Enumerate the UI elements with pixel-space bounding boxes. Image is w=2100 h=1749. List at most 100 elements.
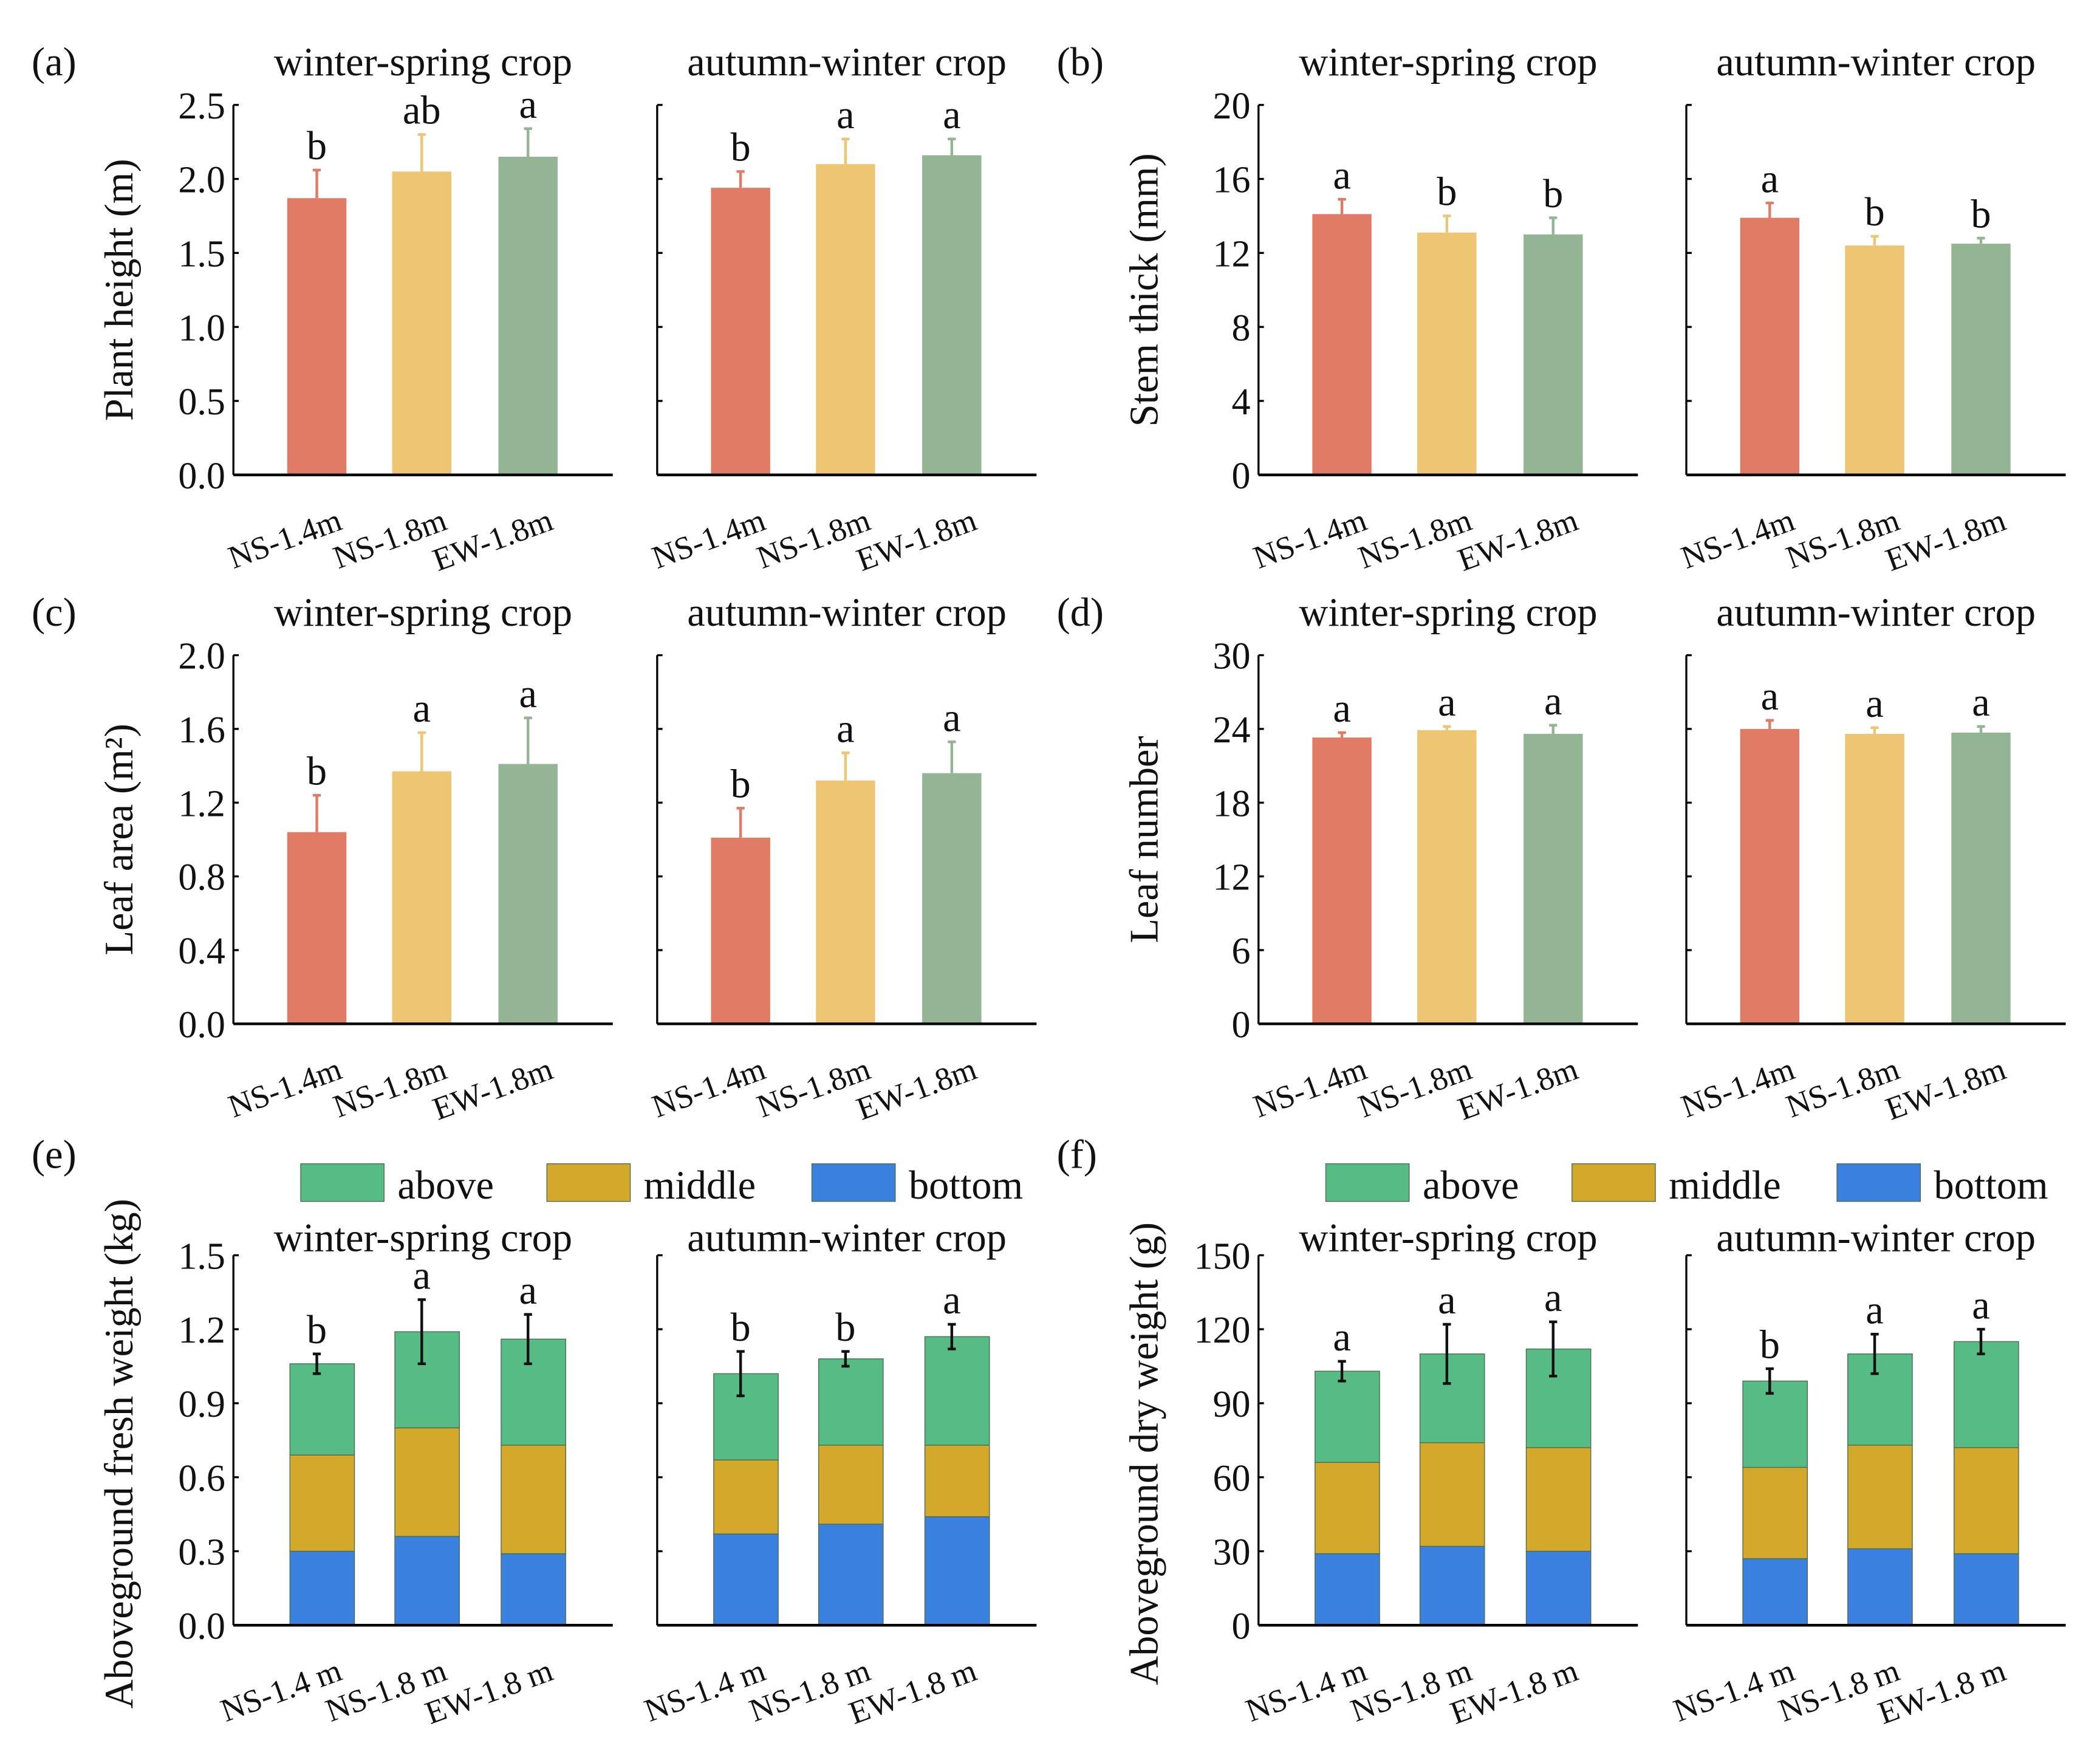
subplot-title: winter-spring crop xyxy=(1299,1216,1597,1261)
legend-label-bottom: bottom xyxy=(1934,1163,2048,1208)
legend-swatch-above xyxy=(1325,1163,1410,1202)
x-tick-label: NS-1.8m xyxy=(1782,1052,1904,1125)
y-tick-label: 0 xyxy=(1231,456,1250,497)
x-tick-label: NS-1.4m xyxy=(1677,1052,1799,1125)
significance-letter: ab xyxy=(403,89,441,133)
significance-letter: a xyxy=(1333,1315,1350,1360)
legend-swatch-bottom xyxy=(811,1163,896,1202)
significance-letter: a xyxy=(519,672,536,716)
significance-letter: a xyxy=(943,696,960,740)
bar xyxy=(287,198,347,475)
bar xyxy=(392,171,451,475)
significance-letter: b xyxy=(731,126,751,170)
y-tick-label: 2.5 xyxy=(178,86,225,127)
significance-letter: b xyxy=(1864,190,1884,234)
x-tick-label: NS-1.4m xyxy=(1249,1052,1372,1125)
significance-letter: a xyxy=(1972,1283,1989,1327)
panel-label: (f) xyxy=(1057,1132,1097,1177)
significance-letter: a xyxy=(1761,157,1779,201)
panel-f: (f) Aboveground dry weight (g) winter-spri… xyxy=(1057,1132,2066,1731)
bar-segment-bottom xyxy=(289,1550,355,1626)
significance-letter: a xyxy=(413,1254,431,1298)
subplot-winter-spring: winter-spring crop a NS-1.4m b NS-1.8m b EW-1.… xyxy=(1212,40,1638,578)
y-tick-label: 120 xyxy=(1194,1310,1250,1351)
y-tick-label: 1.0 xyxy=(178,307,225,349)
y-tick-label: 1.2 xyxy=(178,783,225,824)
x-tick-label: NS-1.4m xyxy=(648,1052,770,1125)
significance-letter: a xyxy=(1761,674,1779,719)
significance-letter: b xyxy=(1760,1323,1780,1367)
bar xyxy=(287,832,347,1024)
subplot-title: autumn-winter crop xyxy=(687,590,1007,635)
bar xyxy=(498,157,558,475)
x-tick-label: NS-1.8m xyxy=(329,502,451,576)
x-tick-label: NS-1.4 m xyxy=(1669,1653,1799,1729)
bar-segment-bottom xyxy=(1525,1550,1592,1626)
x-tick-label: NS-1.4 m xyxy=(1241,1653,1371,1729)
bar-segment-middle xyxy=(924,1445,990,1518)
bar xyxy=(1417,232,1477,475)
bar xyxy=(711,837,770,1024)
significance-letter: b xyxy=(731,1306,751,1350)
y-tick-label: 6 xyxy=(1231,931,1250,972)
y-tick-label: 0.6 xyxy=(178,1458,225,1499)
legend-label-middle: middle xyxy=(644,1163,756,1208)
bar-segment-above xyxy=(924,1336,990,1446)
subplot-winter-spring: winter-spring crop b NS-1.4m ab NS-1.8m a EW-1… xyxy=(178,40,613,578)
x-tick-label: EW-1.8m xyxy=(1881,502,2011,578)
panel-label: (d) xyxy=(1057,590,1104,635)
y-tick-label: 0.9 xyxy=(178,1384,225,1425)
y-tick-label: 0.0 xyxy=(178,456,225,497)
bar xyxy=(1740,728,1800,1024)
y-tick-label: 2.0 xyxy=(178,160,225,201)
bar-segment-middle xyxy=(1847,1445,1913,1550)
significance-letter: a xyxy=(1438,680,1455,725)
significance-letter: b xyxy=(1971,192,1991,236)
x-tick-label: EW-1.8m xyxy=(1454,502,1583,578)
y-tick-label: 1.5 xyxy=(178,233,225,275)
significance-letter: b xyxy=(731,762,751,807)
bar xyxy=(1740,217,1800,475)
bar-segment-bottom xyxy=(1742,1558,1808,1626)
x-tick-label: NS-1.8m xyxy=(1354,502,1477,576)
significance-letter: a xyxy=(1333,153,1350,197)
significance-letter: b xyxy=(1437,170,1457,214)
subplot-winter-spring: winter-spring crop b NS-1.4m a NS-1.8m a EW-1.… xyxy=(178,590,613,1127)
subplot-title: winter-spring crop xyxy=(1299,40,1597,84)
y-axis-label: Leaf area (m²) xyxy=(97,724,142,955)
significance-letter: a xyxy=(413,686,431,731)
bar xyxy=(1312,214,1372,475)
bar xyxy=(392,771,451,1024)
subplot-winter-spring: winter-spring crop a NS-1.4m a NS-1.8m a EW-1.… xyxy=(1212,590,1638,1127)
x-tick-label: NS-1.4m xyxy=(648,502,770,576)
bar-segment-middle xyxy=(1954,1447,2019,1555)
y-axis-label: Plant height (m) xyxy=(97,159,142,421)
subplot-title: autumn-winter crop xyxy=(1716,590,2036,635)
significance-letter: a xyxy=(1438,1278,1455,1323)
x-tick-label: NS-1.8m xyxy=(753,1052,875,1125)
panel-a: (a) Plant height (m) winter-spring crop b NS… xyxy=(32,40,1037,578)
y-tick-label: 0.0 xyxy=(178,1004,225,1046)
y-tick-label: 0.5 xyxy=(178,382,225,423)
bar-segment-middle xyxy=(1315,1462,1380,1555)
x-tick-label: NS-1.4m xyxy=(1677,502,1799,576)
bar-segment-above xyxy=(1742,1380,1808,1468)
bar-segment-middle xyxy=(713,1459,779,1535)
subplot-title: autumn-winter crop xyxy=(687,1216,1007,1261)
significance-letter: b xyxy=(307,1308,327,1352)
significance-letter: a xyxy=(1544,1276,1562,1320)
x-tick-label: NS-1.4m xyxy=(1249,502,1372,576)
significance-letter: b xyxy=(307,749,327,793)
significance-letter: a xyxy=(1333,686,1350,731)
bar-segment-bottom xyxy=(818,1524,884,1626)
panel-e: (e) Aboveground fresh weight (kg) winter-s… xyxy=(32,1132,1037,1731)
subplot-title: winter-spring crop xyxy=(274,590,572,635)
legend-label-above: above xyxy=(397,1163,494,1208)
bar xyxy=(816,164,875,475)
y-tick-label: 1.6 xyxy=(178,710,225,751)
panel-d: (d) Leaf number winter-spring crop a NS-1.4m… xyxy=(1057,590,2066,1127)
significance-letter: b xyxy=(1543,172,1563,216)
bar-segment-above xyxy=(1315,1371,1380,1463)
